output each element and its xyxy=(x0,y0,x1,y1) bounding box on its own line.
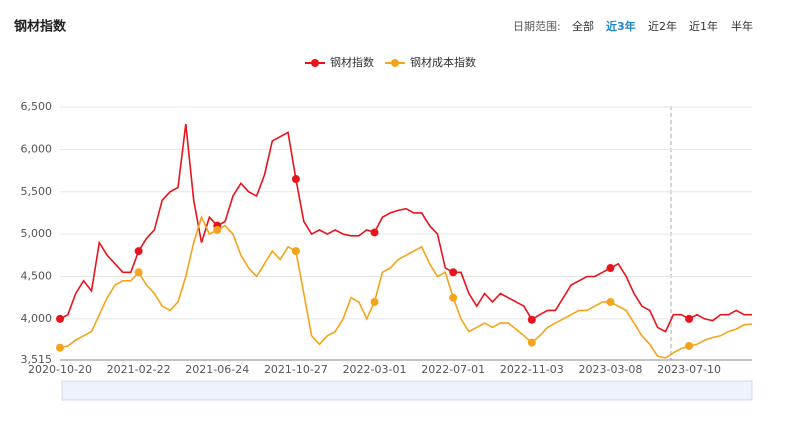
legend-dot xyxy=(391,59,399,67)
y-tick-label: 6,500 xyxy=(21,100,53,113)
series-dot xyxy=(56,314,64,323)
y-tick-label: 4,000 xyxy=(21,312,53,325)
series-dot xyxy=(56,343,64,352)
legend-dot xyxy=(311,59,319,67)
page-title: 钢材指数 xyxy=(14,19,67,35)
x-tick-label: 2021-02-22 xyxy=(107,363,171,376)
series-dot xyxy=(449,293,458,302)
range-label: 日期范围: xyxy=(513,19,561,33)
x-tick-label: 2022-11-03 xyxy=(500,363,564,376)
series-dot xyxy=(291,175,300,184)
series-line xyxy=(59,214,753,359)
x-tick-label: 2021-06-24 xyxy=(185,363,249,376)
range-option[interactable]: 近3年 xyxy=(606,19,636,33)
series-dot xyxy=(370,297,379,306)
y-tick-label: 4,500 xyxy=(21,270,53,283)
x-tick-label: 2020-10-20 xyxy=(28,363,92,376)
y-tick-label: 5,500 xyxy=(21,185,53,198)
series-line xyxy=(59,123,752,333)
series-dot xyxy=(213,225,222,234)
x-tick-label: 2022-07-01 xyxy=(421,363,485,376)
x-tick-label: 2022-03-01 xyxy=(343,363,407,376)
series-dot xyxy=(134,268,143,277)
y-tick-label: 5,000 xyxy=(21,227,53,240)
range-option[interactable]: 全部 xyxy=(572,19,594,33)
series-dot xyxy=(685,314,694,323)
x-tick-label: 2023-07-10 xyxy=(657,363,721,376)
zoom-slider[interactable] xyxy=(61,380,753,401)
y-tick-label: 6,000 xyxy=(21,142,53,155)
y-tick-label: 3,515 xyxy=(21,353,53,366)
series-dot xyxy=(685,342,694,351)
range-option[interactable]: 半年 xyxy=(731,19,753,33)
series-dot xyxy=(134,247,143,256)
series-dot xyxy=(291,247,300,256)
series-dot xyxy=(527,315,536,324)
range-option[interactable]: 近1年 xyxy=(689,19,718,33)
series-dot xyxy=(449,268,458,277)
x-tick-label: 2023-03-08 xyxy=(578,363,642,376)
legend-label: 钢材指数 xyxy=(330,55,374,69)
series-dot xyxy=(527,338,536,347)
range-option[interactable]: 近2年 xyxy=(648,19,677,33)
x-tick-label: 2021-10-27 xyxy=(264,363,328,376)
legend-label: 钢材成本指数 xyxy=(410,55,476,69)
series-dot xyxy=(606,297,615,306)
series-dot xyxy=(370,228,379,237)
series-dot xyxy=(606,264,615,273)
